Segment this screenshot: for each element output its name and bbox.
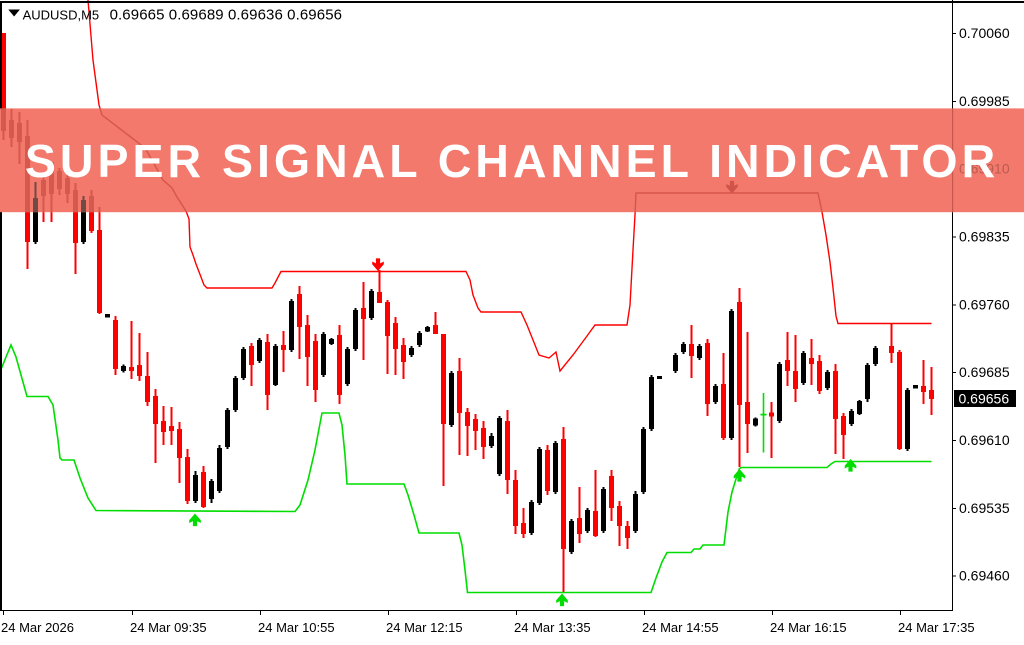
- svg-text:0.69610: 0.69610: [959, 432, 1010, 448]
- svg-text:0.69665 0.69689 0.69636 0.6965: 0.69665 0.69689 0.69636 0.69656: [110, 7, 343, 24]
- svg-text:0.69910: 0.69910: [959, 161, 1010, 177]
- svg-text:0.69535: 0.69535: [959, 500, 1010, 516]
- svg-text:24 Mar 12:15: 24 Mar 12:15: [386, 620, 463, 635]
- svg-text:24 Mar 13:35: 24 Mar 13:35: [514, 620, 591, 635]
- svg-text:0.70060: 0.70060: [959, 25, 1010, 41]
- svg-text:24 Mar 16:15: 24 Mar 16:15: [770, 620, 847, 635]
- svg-text:0.69760: 0.69760: [959, 297, 1010, 313]
- svg-text:0.69685: 0.69685: [959, 364, 1010, 380]
- svg-text:0.69460: 0.69460: [959, 568, 1010, 584]
- svg-text:0.69656: 0.69656: [959, 391, 1010, 407]
- svg-text:24 Mar 17:35: 24 Mar 17:35: [898, 620, 975, 635]
- svg-text:24 Mar 14:55: 24 Mar 14:55: [642, 620, 719, 635]
- svg-text:0.69985: 0.69985: [959, 93, 1010, 109]
- svg-text:24 Mar 09:35: 24 Mar 09:35: [130, 620, 207, 635]
- svg-text:SUPER SIGNAL CHANNEL INDICATOR: SUPER SIGNAL CHANNEL INDICATOR: [25, 135, 999, 187]
- svg-text:24 Mar 2026: 24 Mar 2026: [1, 620, 74, 635]
- svg-text:0.69835: 0.69835: [959, 229, 1010, 245]
- svg-text:AUDUSD,M5: AUDUSD,M5: [23, 8, 100, 23]
- svg-text:24 Mar 10:55: 24 Mar 10:55: [258, 620, 335, 635]
